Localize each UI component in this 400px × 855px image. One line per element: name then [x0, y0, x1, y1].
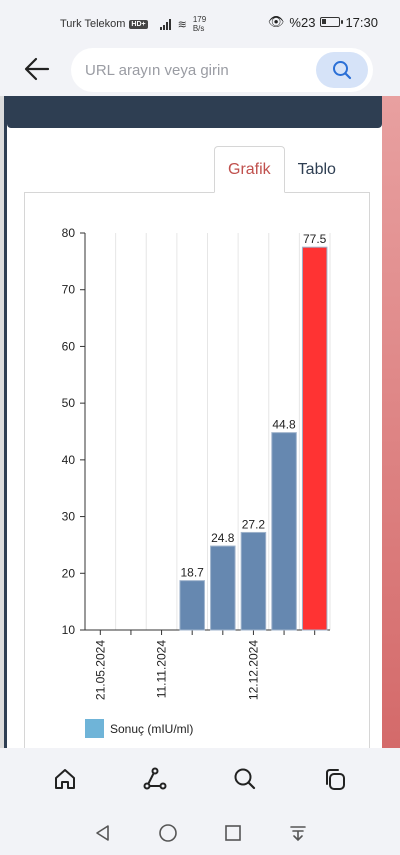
y-tick-label: 10 [62, 623, 76, 637]
bar-value-label: 27.2 [242, 517, 266, 531]
recents-square-icon[interactable] [223, 823, 243, 843]
network-speed: 179 B/s [193, 15, 206, 33]
status-left: Turk Telekom HD+ ≋ 179 B/s [60, 15, 206, 33]
home-circle-icon[interactable] [158, 823, 178, 843]
x-tick-label: 11.11.2024 [155, 640, 169, 699]
signal-icon [159, 18, 171, 30]
back-arrow-icon [24, 57, 50, 81]
battery-percent: %23 [289, 14, 316, 30]
bar-value-label: 44.8 [272, 418, 296, 432]
legend-swatch [85, 719, 104, 738]
tabs-icon [326, 769, 345, 790]
y-tick-label: 60 [62, 339, 76, 353]
browser-toolbar [0, 44, 400, 96]
system-nav-bar [0, 810, 400, 855]
web-page: Grafik Tablo 10 20 30 40 50 60 70 80 21.05.2024 1… [0, 96, 400, 748]
tab-tablo[interactable]: Tablo [297, 160, 336, 178]
panel-header [7, 96, 382, 128]
result-panel: Grafik Tablo 10 20 30 40 50 60 70 80 21.05.2024 1… [4, 96, 382, 748]
eye-icon: 👁 [267, 14, 285, 29]
battery-icon [320, 17, 344, 27]
x-tick-label: 21.05.2024 [93, 640, 107, 700]
wifi-icon: ≋ [177, 18, 187, 31]
bar [179, 580, 205, 631]
chart-legend: Sonuç (mIU/ml) [85, 719, 193, 738]
legend-label: Sonuç (mIU/ml) [110, 721, 194, 736]
download-tray-icon[interactable] [288, 823, 308, 843]
share-nodes-icon [143, 767, 167, 790]
home-button[interactable] [45, 759, 85, 799]
network-badge: HD+ [129, 19, 148, 29]
bar [240, 531, 267, 631]
bar-value-label: 18.7 [181, 566, 205, 580]
search-button[interactable] [316, 52, 368, 88]
y-tick-label: 50 [62, 396, 76, 410]
speed-value: 179 [192, 15, 207, 24]
view-tabs: Grafik Tablo [214, 146, 349, 193]
bar [271, 432, 297, 631]
bar-value-label: 77.5 [303, 232, 327, 246]
back-triangle-icon[interactable] [93, 823, 113, 843]
y-tick-label: 20 [62, 566, 76, 580]
chart-container: 10 20 30 40 50 60 70 80 21.05.2024 11.11.2024 12.1… [24, 192, 370, 748]
search-icon [333, 61, 352, 80]
bottom-search-button[interactable] [225, 759, 265, 799]
y-tick-label: 40 [62, 453, 76, 467]
status-bar: Turk Telekom HD+ ≋ 179 B/s 👁 %23 17:30 [0, 0, 400, 44]
tab-grafik[interactable]: Grafik [214, 146, 285, 193]
x-tick-label: 12.12.2024 [246, 640, 260, 700]
share-button[interactable] [135, 759, 175, 799]
y-tick-label: 30 [62, 510, 76, 524]
bar-value-label: 24.8 [211, 531, 235, 545]
speed-unit: B/s [192, 24, 205, 33]
y-tick-label: 70 [62, 283, 76, 297]
carrier-name: Turk Telekom [60, 18, 126, 30]
bar [210, 545, 236, 631]
y-tick-label: 80 [62, 226, 76, 240]
tabs-button[interactable] [315, 759, 355, 799]
back-button[interactable] [22, 54, 52, 84]
search-icon [234, 768, 256, 790]
home-icon [55, 769, 75, 789]
background-strip [382, 96, 400, 748]
browser-bottom-nav [0, 748, 400, 810]
status-right: 👁 %23 17:30 [268, 14, 378, 30]
clock: 17:30 [345, 14, 378, 30]
bar [301, 246, 328, 631]
results-bar-chart: 10 20 30 40 50 60 70 80 21.05.2024 11.11.2024 12.1… [62, 226, 331, 700]
